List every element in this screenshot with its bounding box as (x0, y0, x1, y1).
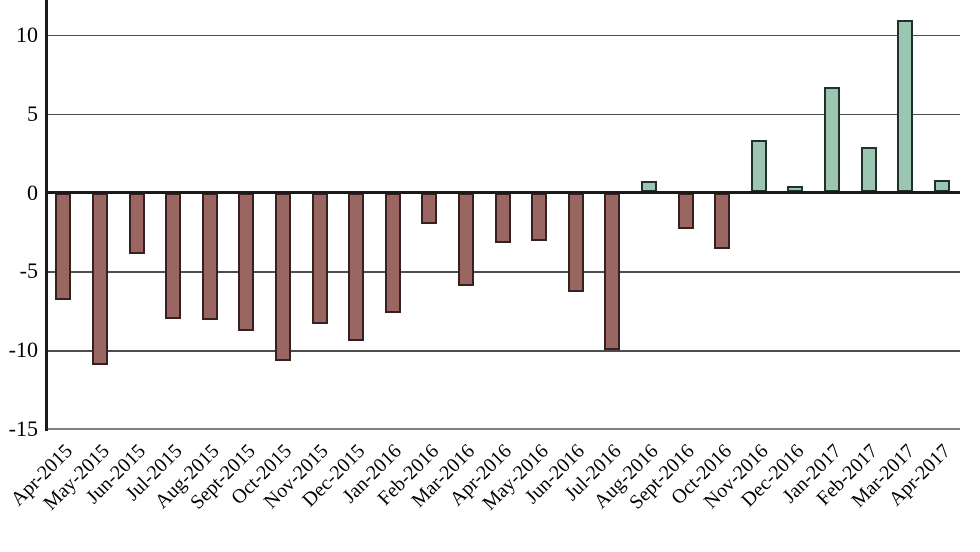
bar-Jan-2016 (384, 192, 401, 313)
bar-Dec-2015 (348, 192, 365, 341)
bar-Sept-2016 (677, 192, 694, 229)
y-tick-label: 5 (27, 100, 38, 126)
bar-Mar-2017 (897, 20, 914, 193)
y-tick-label: -15 (8, 416, 38, 442)
gridline (45, 34, 960, 36)
bar-Jan-2017 (823, 86, 840, 193)
gridline (45, 113, 960, 115)
bar-Oct-2015 (274, 192, 291, 362)
bar-May-2015 (91, 192, 108, 365)
bar-Sept-2015 (238, 192, 255, 332)
zero-baseline (45, 191, 960, 194)
bar-Feb-2017 (860, 146, 877, 193)
plot-bottom-border (45, 427, 960, 431)
bar-May-2016 (531, 192, 548, 242)
bar-Aug-2015 (201, 192, 218, 321)
bar-Feb-2016 (421, 192, 438, 225)
bar-Jun-2016 (567, 192, 584, 292)
bar-Apr-2015 (55, 192, 72, 300)
y-axis-line (45, 0, 48, 431)
bar-Jul-2016 (604, 192, 621, 351)
bar-Apr-2016 (494, 192, 511, 244)
bar-Oct-2016 (714, 192, 731, 250)
y-tick-label: 0 (27, 179, 38, 205)
gridline (45, 271, 960, 273)
bar-Jul-2015 (165, 192, 182, 319)
bar-Nov-2015 (311, 192, 328, 324)
y-tick-label: -5 (19, 258, 38, 284)
gridline (45, 350, 960, 352)
bar-Nov-2016 (750, 140, 767, 193)
bar-Mar-2016 (457, 192, 474, 286)
y-tick-label: 10 (16, 21, 38, 47)
y-tick-label: -10 (8, 337, 38, 363)
bar-Jun-2015 (128, 192, 145, 255)
